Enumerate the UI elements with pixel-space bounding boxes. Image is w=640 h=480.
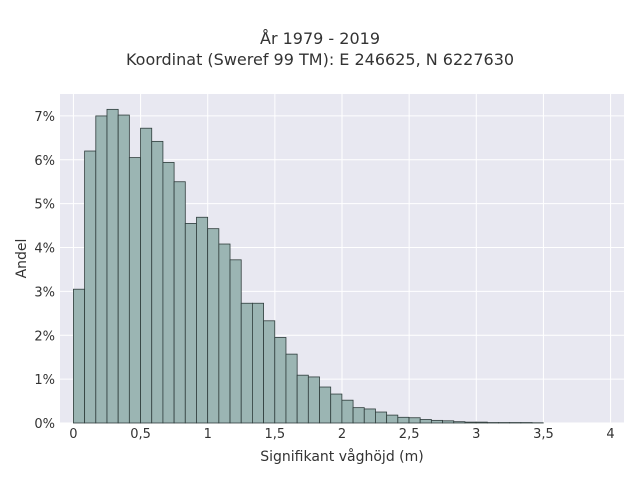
y-axis-label: Andel [14, 239, 30, 279]
histogram-bar [263, 320, 276, 424]
x-tick-label: 0 [69, 427, 77, 442]
histogram-bar [196, 216, 209, 424]
histogram-bars [73, 108, 544, 424]
x-axis-label: Signifikant våghöjd (m) [260, 448, 423, 465]
histogram-bar [475, 421, 488, 424]
y-tick-label: 2% [34, 329, 55, 344]
y-tick-label: 0% [34, 417, 55, 432]
histogram-bar [453, 421, 466, 424]
histogram-bar [319, 386, 332, 424]
y-tick-label: 3% [34, 285, 55, 300]
histogram-bar [140, 127, 153, 424]
chart-subtitle: Koordinat (Sweref 99 TM): E 246625, N 62… [125, 50, 515, 69]
y-tick-label: 1% [34, 373, 55, 388]
x-tick-label: 3 [472, 427, 480, 442]
histogram-bar [375, 411, 388, 424]
x-tick-label: 3,5 [533, 427, 554, 442]
histogram-bar [341, 399, 354, 424]
histogram-bar [363, 408, 376, 424]
histogram-bar [352, 407, 365, 424]
histogram-bar [442, 420, 455, 424]
histogram-bar [430, 419, 443, 424]
x-tick-label: 0,5 [130, 427, 151, 442]
histogram-bar [218, 243, 231, 424]
histogram-bar [106, 108, 119, 424]
x-tick-label: 2,5 [399, 427, 420, 442]
histogram-bar [173, 181, 186, 424]
x-tick-label: 1,5 [265, 427, 286, 442]
histogram-bar [285, 353, 298, 424]
histogram-bar [419, 419, 432, 424]
histogram-bar [386, 414, 399, 424]
histogram-bar [207, 228, 220, 424]
histogram-bar [240, 302, 253, 424]
histogram-bar [73, 288, 86, 424]
histogram-bar [84, 150, 97, 424]
histogram-bar [464, 421, 477, 424]
x-tick-label: 4 [606, 427, 614, 442]
y-tick-label: 4% [34, 242, 55, 257]
histogram-bar [128, 157, 141, 424]
histogram-bar [307, 376, 320, 424]
chart-title: År 1979 - 2019 [260, 29, 380, 48]
y-tick-label: 6% [34, 154, 55, 169]
histogram-bar [162, 162, 175, 424]
histogram-bar [229, 259, 242, 424]
histogram-bar [151, 140, 164, 424]
x-tick-label: 2 [338, 427, 346, 442]
x-tick-label: 1 [204, 427, 212, 442]
histogram-bar [95, 115, 108, 424]
y-tick-label: 5% [34, 198, 55, 213]
histogram-bar [117, 114, 130, 424]
y-axis-ticks: 0% 1% 2% 3% 4% 5% 6% 7% [34, 110, 55, 432]
histogram-bar [330, 393, 343, 424]
histogram-bar [397, 416, 410, 424]
histogram-bar [408, 417, 421, 424]
histogram-bar [296, 374, 309, 424]
histogram-bar [252, 302, 264, 424]
histogram-bar [184, 223, 197, 424]
y-tick-label: 7% [34, 110, 55, 125]
histogram-bar [274, 337, 287, 424]
x-axis-ticks: 0 0,5 1 1,5 2 2,5 3 3,5 4 [69, 427, 614, 442]
